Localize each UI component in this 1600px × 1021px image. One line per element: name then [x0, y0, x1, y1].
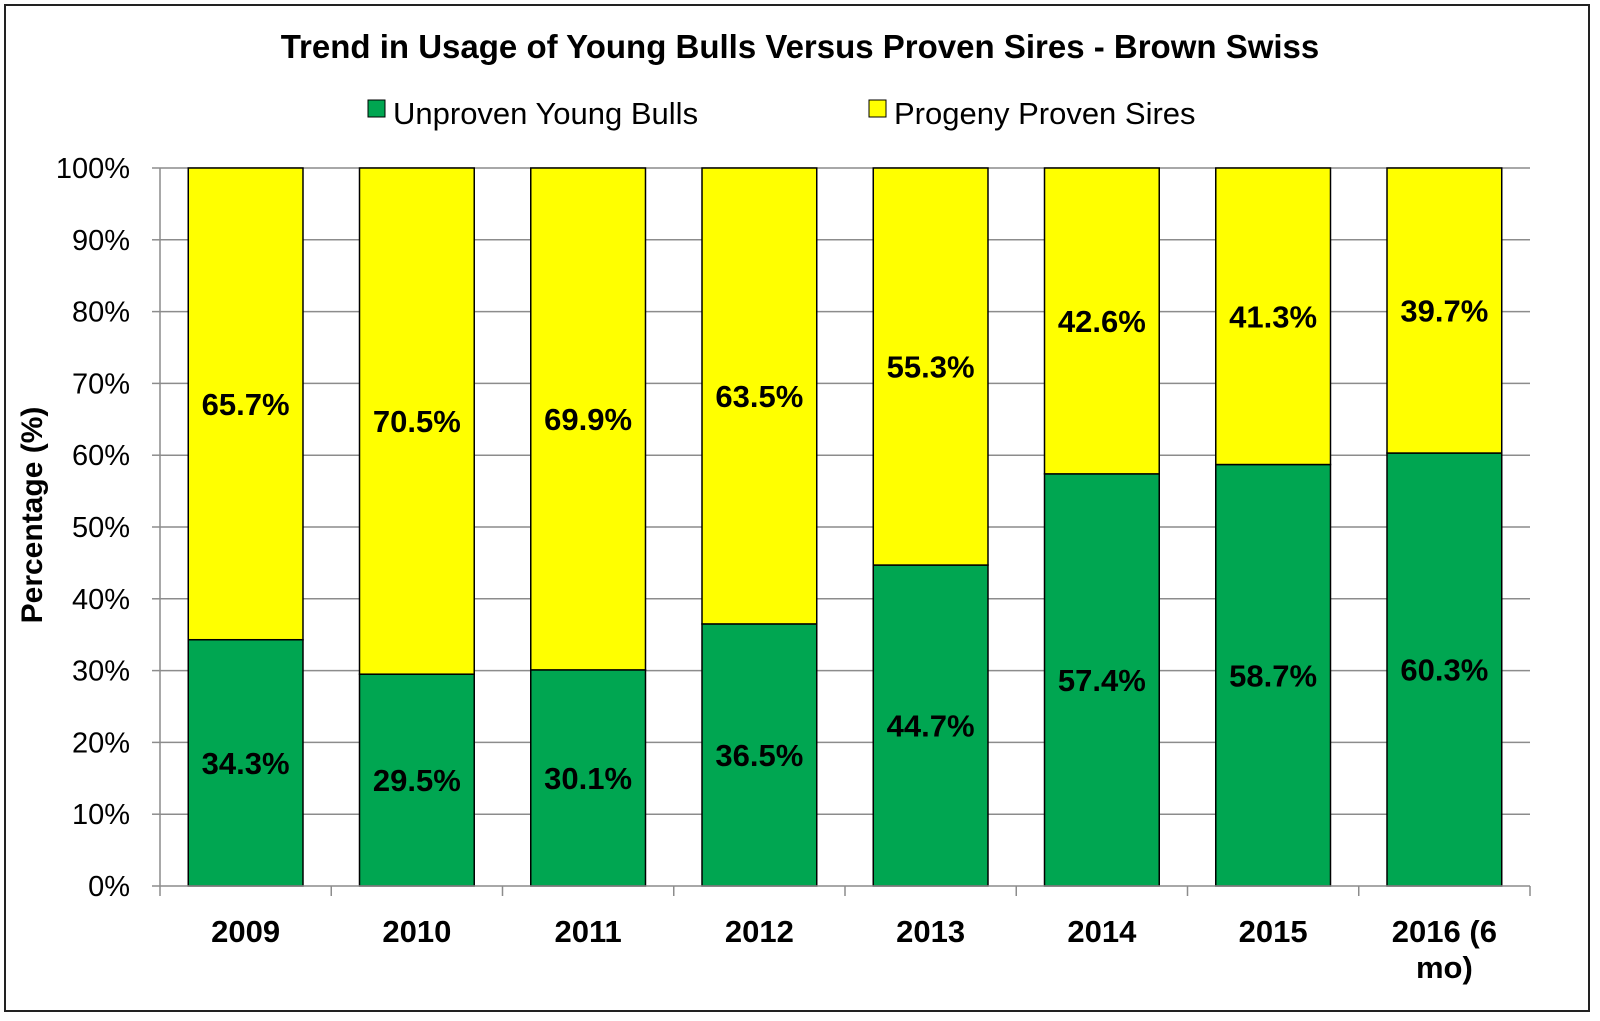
x-tick-label-2011: 2011	[554, 914, 621, 949]
x-tick-label-2013: 2013	[896, 914, 965, 949]
bars	[187, 167, 1503, 887]
legend-label-unproven-young-bulls: Unproven Young Bulls	[393, 96, 698, 131]
y-tick-label: 90%	[72, 225, 130, 257]
y-tick-label: 60%	[72, 440, 130, 472]
y-tick-label: 0%	[88, 871, 130, 903]
bar-unproven-young-bulls-2014	[1043, 473, 1160, 887]
data-label-unproven-young-bulls-2015: 58.7%	[1229, 658, 1317, 693]
legend-swatch-unproven-young-bulls	[367, 99, 386, 118]
data-label-progeny-proven-sires-2014: 42.6%	[1058, 304, 1146, 339]
y-tick-label: 20%	[72, 727, 130, 759]
bar-progeny-proven-sires-2011	[530, 167, 647, 671]
y-tick-label: 80%	[72, 297, 130, 329]
bar-progeny-proven-sires-2009	[187, 167, 304, 641]
bar-progeny-proven-sires-2010	[358, 167, 475, 675]
y-tick-label: 50%	[72, 512, 130, 544]
data-label-progeny-proven-sires-2010: 70.5%	[373, 404, 461, 439]
data-label-progeny-proven-sires-2011: 69.9%	[544, 402, 632, 437]
data-label-progeny-proven-sires-2009: 65.7%	[202, 387, 290, 422]
bar-unproven-young-bulls-2016-6-mo	[1386, 452, 1503, 887]
data-label-progeny-proven-sires-2015: 41.3%	[1229, 299, 1317, 334]
y-tick-label: 10%	[72, 799, 130, 831]
x-tick-label-2009: 2009	[211, 914, 280, 949]
data-label-unproven-young-bulls-2014: 57.4%	[1058, 663, 1146, 698]
y-tick-label: 100%	[56, 153, 130, 185]
data-label-progeny-proven-sires-2016-6-mo: 39.7%	[1400, 294, 1488, 329]
data-label-unproven-young-bulls-2016-6-mo: 60.3%	[1400, 653, 1488, 688]
data-label-unproven-young-bulls-2011: 30.1%	[544, 761, 632, 796]
x-axis: 2009 2010 2011 2012 2013 2014 2015 2016 (6 mo)	[159, 885, 1531, 985]
legend-swatch-progeny-proven-sires	[868, 99, 887, 118]
legend-label-progeny-proven-sires: Progeny Proven Sires	[894, 96, 1196, 131]
data-label-unproven-young-bulls-2012: 36.5%	[715, 738, 803, 773]
data-label-unproven-young-bulls-2010: 29.5%	[373, 763, 461, 798]
y-tick-label: 40%	[72, 584, 130, 616]
x-tick-label-2010: 2010	[382, 914, 451, 949]
data-label-unproven-young-bulls-2013: 44.7%	[887, 709, 975, 744]
data-label-progeny-proven-sires-2012: 63.5%	[715, 379, 803, 414]
chart-title: Trend in Usage of Young Bulls Versus Pro…	[281, 28, 1320, 65]
bar-unproven-young-bulls-2011	[530, 669, 647, 887]
bar-progeny-proven-sires-2015	[1215, 167, 1332, 466]
x-tick-label-2016-6-mo: 2016 (6 mo)	[1392, 914, 1497, 985]
y-tick-label: 30%	[72, 656, 130, 688]
data-label-progeny-proven-sires-2013: 55.3%	[887, 350, 975, 385]
x-tick-label-2014: 2014	[1067, 914, 1137, 949]
y-axis-title: Percentage (%)	[16, 407, 49, 624]
bar-unproven-young-bulls-2013	[872, 564, 989, 887]
bar-progeny-proven-sires-2012	[701, 167, 818, 625]
bar-progeny-proven-sires-2016-6-mo	[1386, 167, 1503, 454]
bar-progeny-proven-sires-2014	[1043, 167, 1160, 475]
bar-progeny-proven-sires-2013	[872, 167, 989, 566]
y-tick-label: 70%	[72, 368, 130, 400]
x-tick-label-2012: 2012	[725, 914, 794, 949]
legend: Unproven Young Bulls Progeny Proven Sire…	[367, 96, 1196, 131]
x-tick-label-2015: 2015	[1239, 914, 1308, 949]
bar-unproven-young-bulls-2015	[1215, 463, 1332, 887]
data-label-unproven-young-bulls-2009: 34.3%	[202, 746, 290, 781]
data-labels: 34.3% 65.7% 29.5% 70.5% 30.1% 69.9% 36.5% 63.5%…	[202, 294, 1489, 799]
y-axis: 0% 10% 20% 30% 40% 50% 60% 70% 80% 90% 100%	[56, 153, 161, 903]
